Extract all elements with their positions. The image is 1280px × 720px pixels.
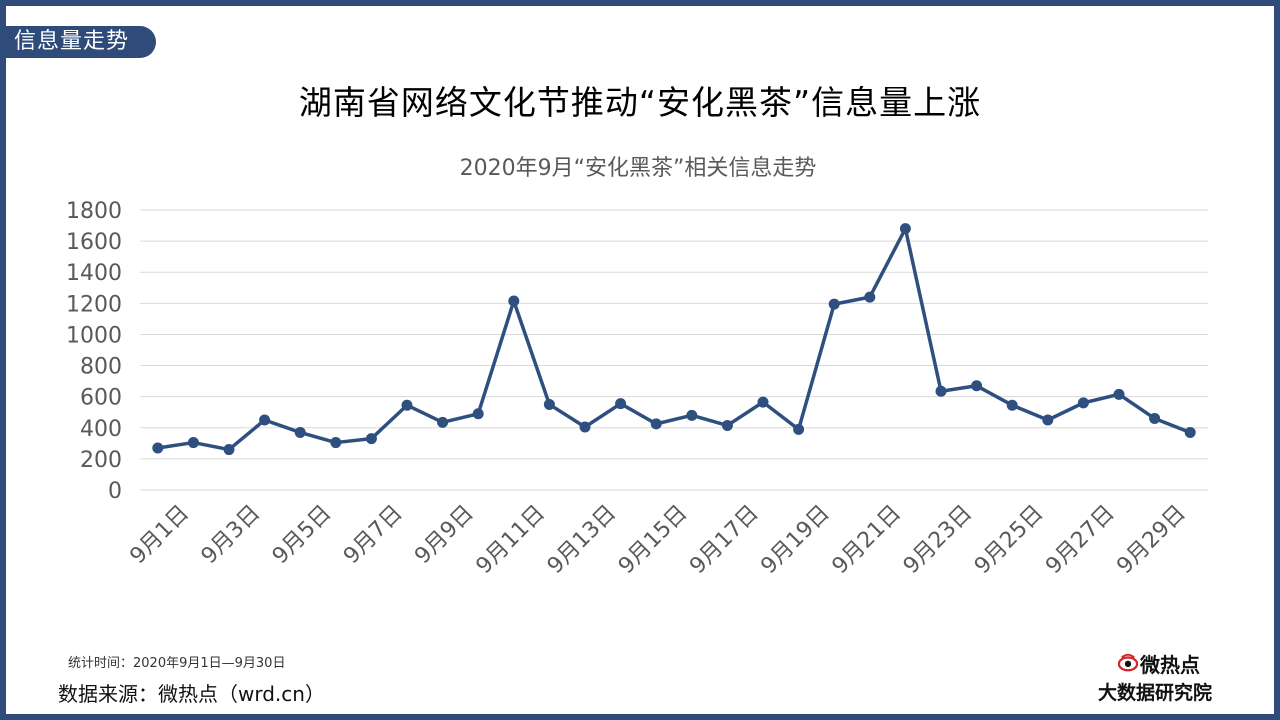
data-source-note: 数据来源：微热点（wrd.cn） xyxy=(58,682,325,706)
logo-name: 微热点 xyxy=(1140,652,1200,677)
y-tick-label: 400 xyxy=(80,417,122,442)
x-tick-label: 9月7日 xyxy=(339,501,408,570)
data-point xyxy=(935,385,947,397)
x-tick-label: 9月25日 xyxy=(970,501,1048,579)
logo-subtitle: 大数据研究院 xyxy=(1098,682,1213,704)
y-axis-tick-labels: 0 200 400 600 800 1000 1200 1400 1600 1800 xyxy=(66,199,122,504)
data-point xyxy=(508,295,520,307)
chart-series xyxy=(152,223,1196,456)
data-point xyxy=(259,414,271,426)
x-tick-label: 9月15日 xyxy=(614,501,692,579)
x-tick-label: 9月1日 xyxy=(125,501,194,570)
data-point xyxy=(1184,426,1196,438)
line-chart: 2020年9月“安化黑茶”相关信息走势 0 200 400 600 800 1000 120… xyxy=(66,156,1208,579)
data-point xyxy=(899,223,911,235)
data-point xyxy=(579,421,591,433)
data-point xyxy=(437,416,449,428)
data-point xyxy=(472,408,484,420)
data-point xyxy=(864,291,876,303)
x-tick-label: 9月3日 xyxy=(197,501,266,570)
data-point xyxy=(1113,388,1125,400)
page-title: 湖南省网络文化节推动“安化黑茶”信息量上涨 xyxy=(298,83,982,122)
x-tick-label: 9月5日 xyxy=(268,501,337,570)
data-point xyxy=(757,396,769,408)
data-point xyxy=(650,418,662,430)
chart-gridlines xyxy=(140,209,1208,491)
data-point xyxy=(1006,399,1018,411)
weiredian-logo: 微热点 大数据研究院 xyxy=(1098,650,1248,706)
x-tick-label: 9月17日 xyxy=(685,501,763,579)
x-tick-label: 9月9日 xyxy=(410,501,479,570)
data-point xyxy=(330,437,342,449)
data-point xyxy=(401,399,413,411)
weiredian-eye-logo-icon xyxy=(1118,653,1138,672)
data-point xyxy=(971,380,983,392)
chart-title: 2020年9月“安化黑茶”相关信息走势 xyxy=(460,156,817,181)
data-point xyxy=(543,398,555,410)
x-tick-label: 9月29日 xyxy=(1112,501,1190,579)
data-point xyxy=(223,444,235,456)
x-tick-label: 9月11日 xyxy=(472,501,550,579)
data-point xyxy=(721,419,733,431)
data-point xyxy=(294,426,306,438)
data-point xyxy=(1149,412,1161,424)
data-point xyxy=(1042,414,1054,426)
data-point xyxy=(793,423,805,435)
stat-time-note: 统计时间：2020年9月1日—9月30日 xyxy=(68,656,286,671)
y-tick-label: 800 xyxy=(80,355,122,380)
x-tick-label: 9月21日 xyxy=(828,501,906,579)
y-tick-label: 0 xyxy=(108,479,122,504)
data-point xyxy=(152,442,164,454)
series-line xyxy=(157,226,1191,452)
y-tick-label: 1600 xyxy=(66,230,122,255)
y-tick-label: 1200 xyxy=(66,292,122,317)
data-point xyxy=(828,298,840,310)
y-tick-label: 1000 xyxy=(66,323,122,348)
x-tick-label: 9月23日 xyxy=(899,501,977,579)
y-tick-label: 1800 xyxy=(66,199,122,224)
slide: 信息量走势 湖南省网络文化节推动“安化黑茶”信息量上涨 2020年9月“安化黑茶… xyxy=(6,6,1274,714)
data-point xyxy=(615,398,627,410)
y-tick-label: 1400 xyxy=(66,261,122,286)
data-point xyxy=(187,437,199,449)
x-tick-label: 9月19日 xyxy=(756,501,834,579)
data-point xyxy=(1077,397,1089,409)
section-tag: 信息量走势 xyxy=(6,26,156,58)
x-tick-label: 9月13日 xyxy=(543,501,621,579)
y-tick-label: 200 xyxy=(80,448,122,473)
data-point xyxy=(365,433,377,445)
y-tick-label: 600 xyxy=(80,386,122,411)
data-point xyxy=(686,409,698,421)
x-axis-tick-labels: 9月1日 9月3日 9月5日 9月7日 9月9日9月11日9月13日9月15日9月17日… xyxy=(125,501,1190,579)
x-tick-label: 9月27日 xyxy=(1041,501,1119,579)
